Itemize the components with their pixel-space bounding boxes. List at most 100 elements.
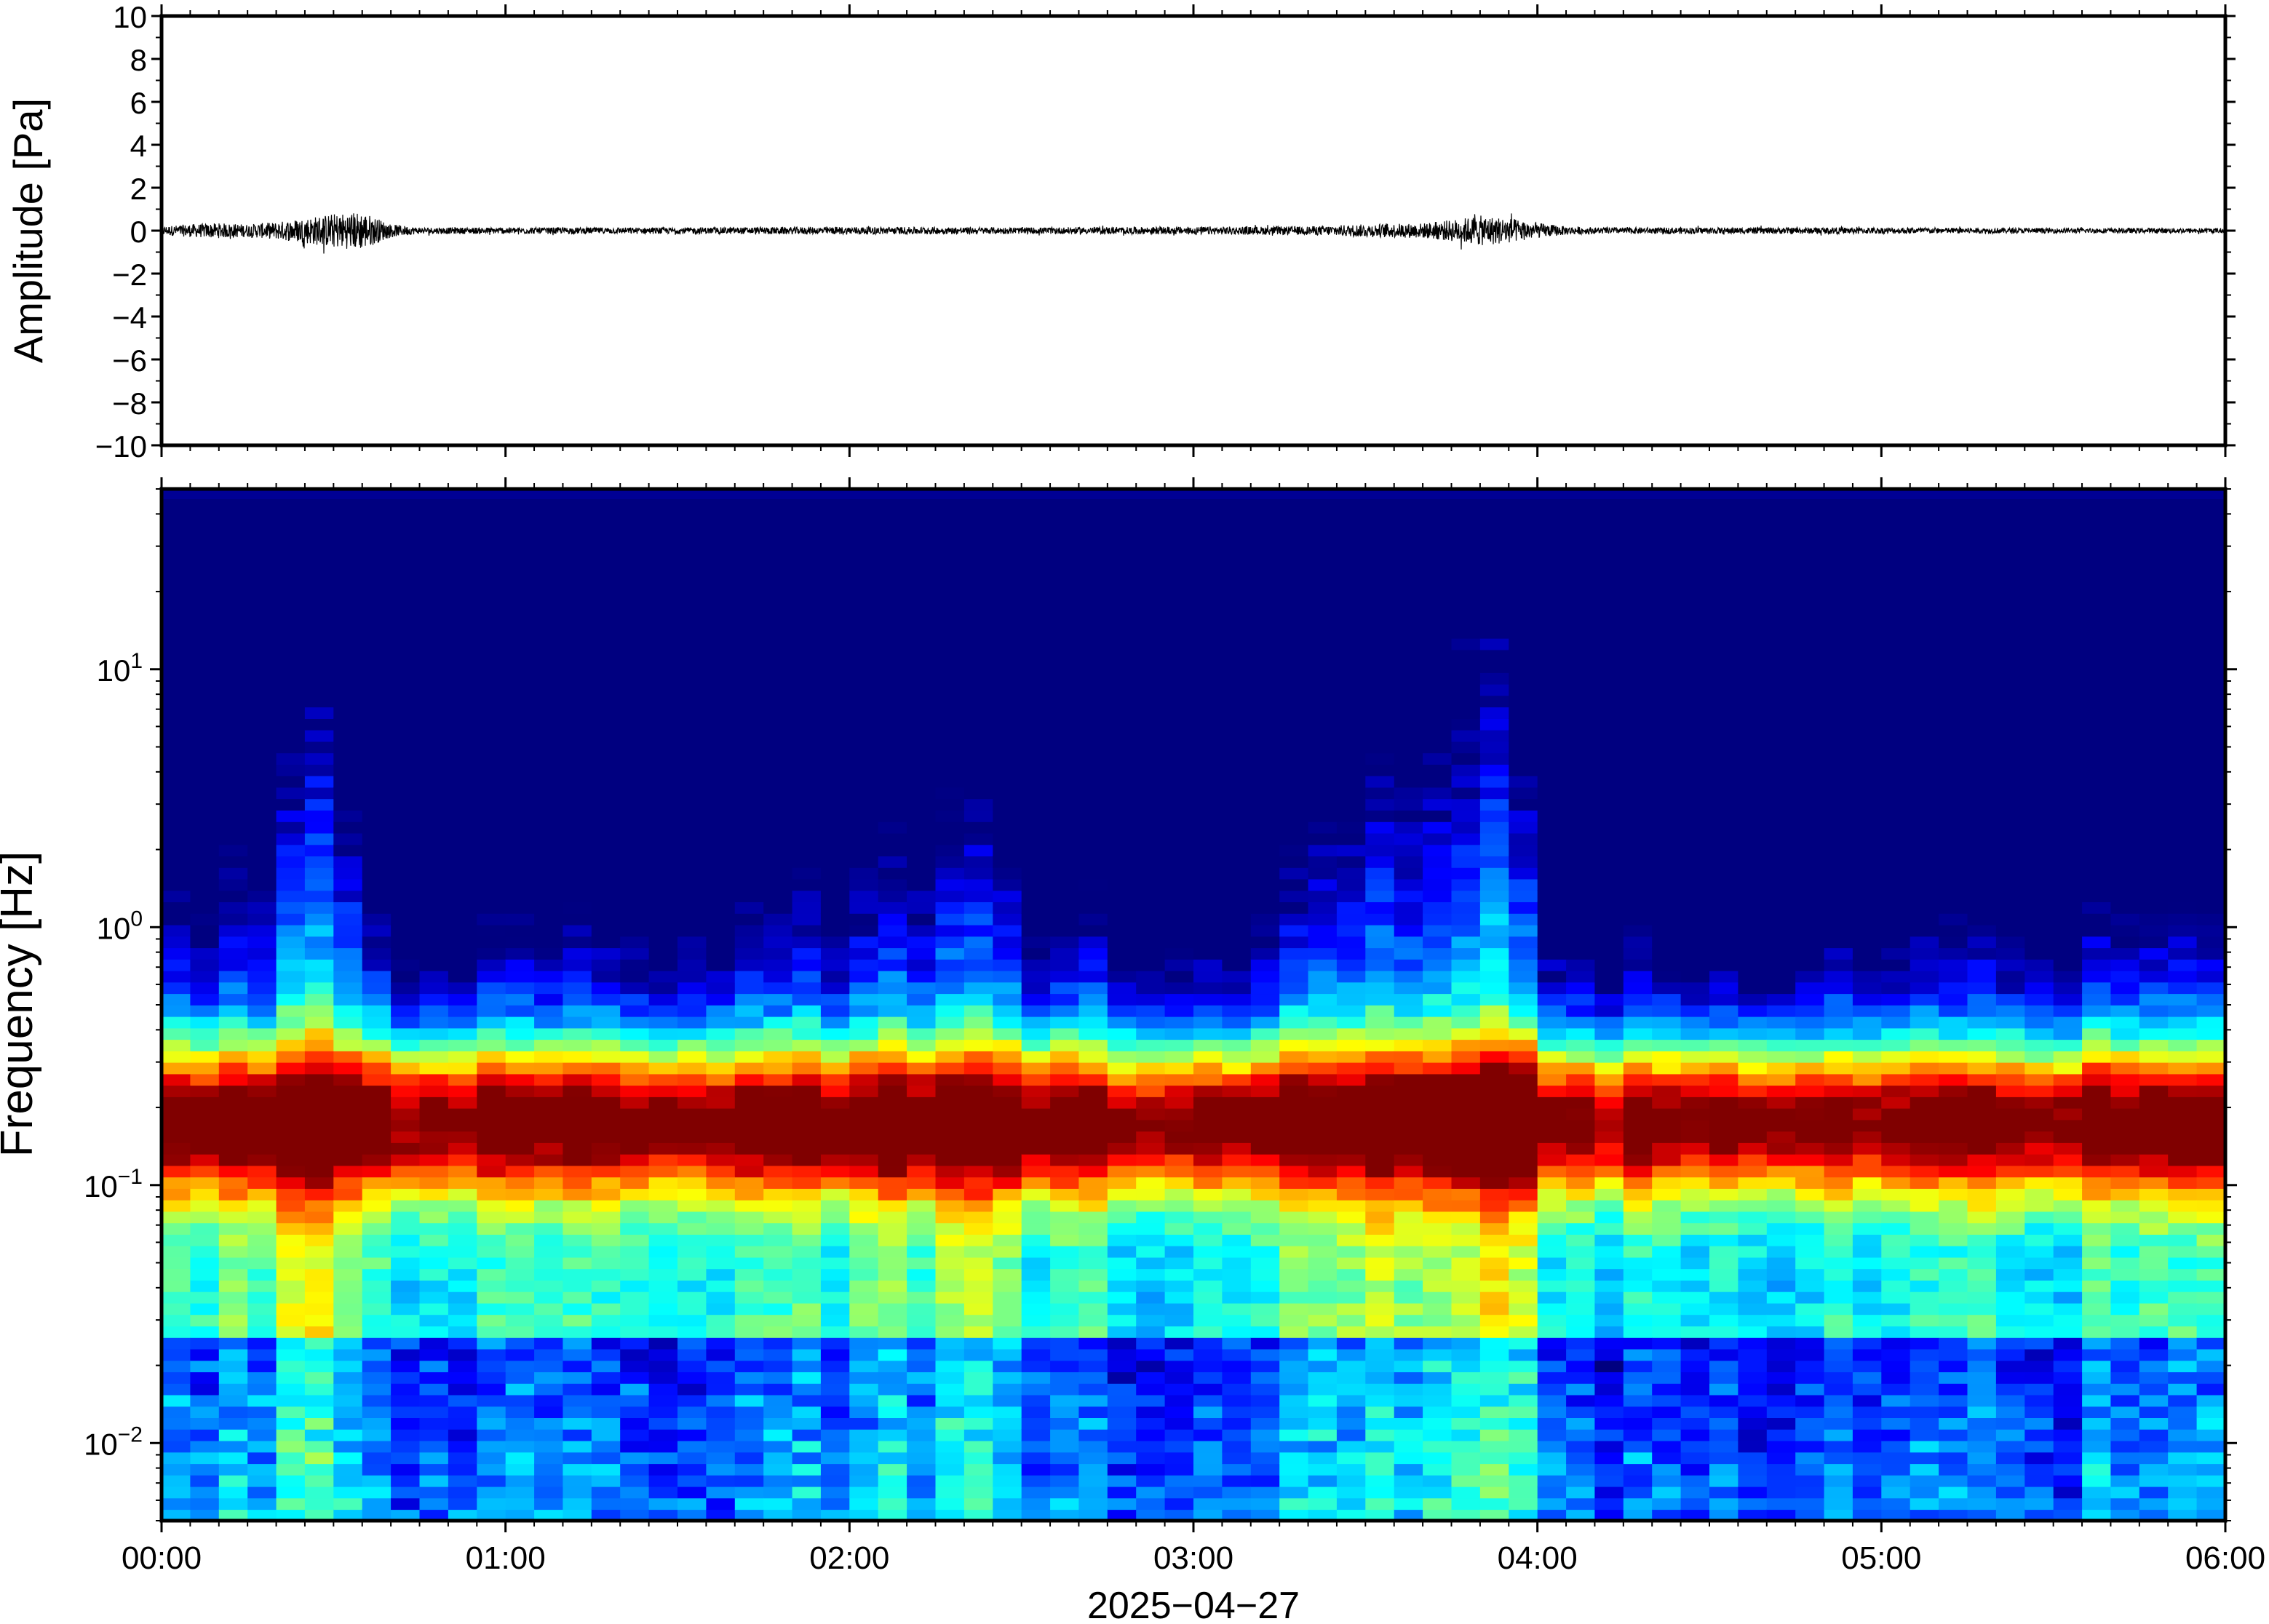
spectrogram-cell — [304, 878, 335, 891]
spectrogram-cell — [907, 1382, 937, 1396]
spectrogram-cell — [1623, 569, 1653, 581]
spectrogram-cell — [1537, 1051, 1567, 1063]
spectrogram-cell — [419, 557, 449, 570]
spectrogram-cell — [218, 512, 248, 525]
spectrogram-cell — [677, 1142, 707, 1155]
spectrogram-cell — [505, 1142, 535, 1155]
spectrogram-cell — [763, 569, 793, 581]
spectrogram-cell — [304, 1039, 335, 1051]
spectrogram-cell — [448, 844, 478, 856]
spectrogram-cell — [1623, 512, 1653, 525]
spectrogram-cell — [1050, 890, 1080, 902]
spectrogram-cell — [1652, 1245, 1682, 1258]
spectrogram-cell — [648, 729, 678, 742]
spectrogram-cell — [878, 810, 907, 822]
spectrogram-cell — [534, 535, 564, 547]
spectrogram-cell — [419, 1463, 449, 1476]
spectrogram-cell — [534, 1177, 564, 1189]
spectrogram-cell — [1336, 1234, 1367, 1246]
spectrogram-cell — [362, 867, 392, 880]
spectrogram-cell — [1566, 901, 1596, 914]
spectrogram-cell — [563, 1142, 592, 1155]
spectrogram-cell — [505, 1486, 535, 1499]
spectrogram-cell — [304, 557, 335, 570]
spectrogram-cell — [1193, 683, 1223, 696]
spectrogram-cell — [218, 1372, 248, 1384]
spectrogram-cell — [162, 546, 191, 559]
spectrogram-cell — [190, 844, 220, 856]
spectrogram-cell — [276, 764, 306, 776]
spectrogram-cell — [1365, 1326, 1395, 1338]
spectrogram-cell — [907, 695, 937, 708]
spectrogram-cell — [1078, 718, 1108, 731]
spectrogram-cell — [591, 1314, 621, 1326]
spectrogram-cell — [505, 1268, 535, 1281]
spectrogram-cell — [792, 1016, 822, 1029]
spectrogram-cell — [993, 1326, 1022, 1338]
spectrogram-cell — [1279, 798, 1309, 811]
spectrogram-cell — [505, 1337, 535, 1350]
spectrogram-cell — [333, 1165, 363, 1178]
spectrogram-cell — [734, 1085, 764, 1097]
spectrogram-cell — [591, 546, 621, 559]
spectrogram-cell — [849, 1062, 879, 1075]
spectrogram-cell — [1509, 1406, 1538, 1418]
spectrogram-cell — [1164, 1073, 1194, 1086]
spectrogram-cell — [1250, 649, 1280, 662]
spectrogram-cell — [849, 1234, 879, 1246]
spectrogram-cell — [1394, 1039, 1423, 1051]
spectrogram-cell — [1566, 1039, 1596, 1051]
spectrogram-cell — [1365, 1245, 1395, 1258]
spectrogram-cell — [935, 1440, 965, 1453]
spectrogram-cell — [763, 1096, 793, 1109]
spectrogram-cell — [448, 1452, 478, 1465]
spectrogram-cell — [907, 672, 937, 685]
spectrogram-cell — [820, 856, 851, 868]
spectrogram-cell — [1509, 1348, 1538, 1361]
spectrogram-cell — [1308, 649, 1338, 662]
spectrogram-cell — [247, 741, 277, 754]
spectrogram-cell — [648, 752, 678, 765]
spectrogram-cell — [1050, 718, 1080, 731]
spectrogram-cell — [1193, 661, 1223, 673]
spectrogram-cell — [1250, 775, 1280, 788]
spectrogram-cell — [1021, 913, 1051, 926]
spectrogram-cell — [1509, 649, 1538, 662]
spectrogram-cell — [419, 569, 449, 581]
spectrogram-cell — [820, 741, 851, 754]
spectrogram-cell — [276, 798, 306, 811]
spectrogram-cell — [591, 947, 621, 960]
spectrogram-cell — [190, 982, 220, 995]
spectrogram-cell — [505, 1429, 535, 1441]
spectrogram-cell — [993, 1051, 1022, 1063]
spectrogram-cell — [448, 867, 478, 880]
spectrogram-cell — [304, 1486, 335, 1499]
spectrogram-cell — [591, 706, 621, 719]
spectrogram-cell — [276, 775, 306, 788]
spectrogram-cell — [1451, 1302, 1481, 1315]
spectrogram-cell — [993, 1280, 1022, 1292]
spectrogram-cell — [1652, 1177, 1682, 1189]
spectrogram-cell — [907, 1096, 937, 1109]
spectrogram-cell — [1136, 626, 1166, 639]
spectrogram-cell — [849, 1348, 879, 1361]
spectrogram-cell — [792, 1360, 822, 1372]
spectrogram-cell — [1451, 1452, 1481, 1465]
spectrogram-cell — [505, 1005, 535, 1017]
spectrogram-cell — [1566, 683, 1596, 696]
spectrogram-cell — [218, 810, 248, 822]
spectrogram-cell — [419, 775, 449, 788]
spectrogram-cell — [706, 1211, 736, 1224]
spectrogram-cell — [1394, 500, 1423, 513]
spectrogram-cell — [1021, 718, 1051, 731]
spectrogram-cell — [706, 890, 736, 902]
spectrogram-cell — [878, 867, 907, 880]
spectrogram-cell — [1566, 1027, 1596, 1040]
spectrogram-cell — [304, 1291, 335, 1304]
spectrogram-cell — [1594, 1360, 1624, 1372]
spectrogram-cell — [333, 1027, 363, 1040]
spectrogram-cell — [1537, 1417, 1567, 1430]
spectrogram-cell — [1394, 569, 1423, 581]
spectrogram-cell — [247, 1096, 277, 1109]
spectrogram-cell — [563, 523, 592, 536]
